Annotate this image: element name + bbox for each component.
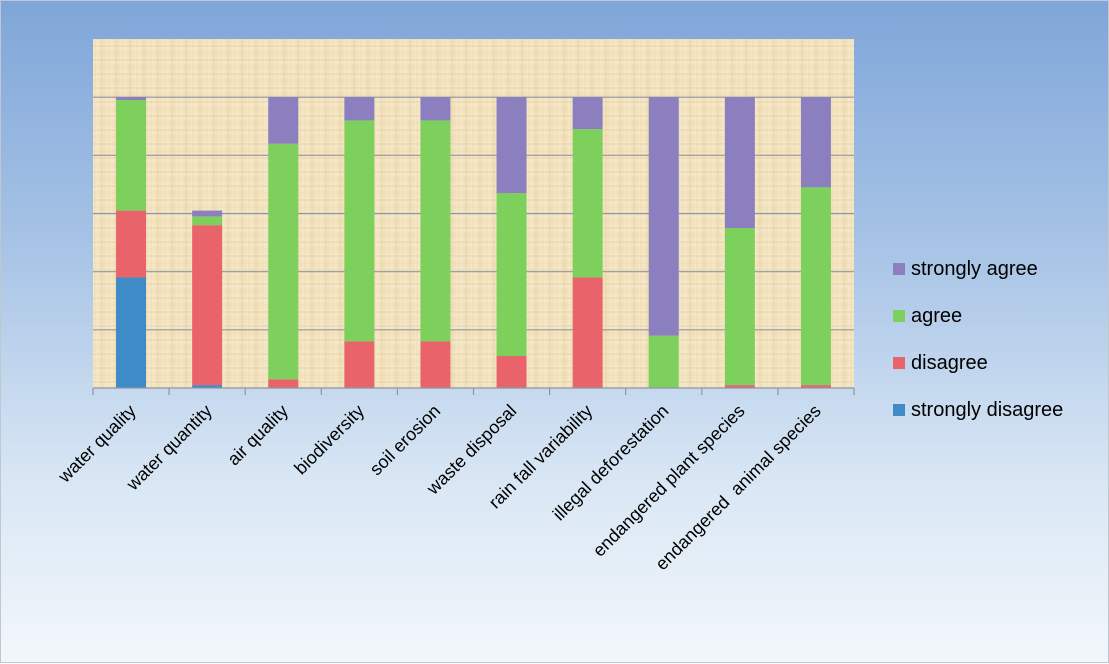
x-tick-label: endangered animal species	[651, 401, 824, 574]
x-tick-label: water quality	[54, 401, 140, 487]
bar-strongly-agree-endangered-plant-species	[724, 97, 755, 229]
bar-agree-illegal-deforestation	[648, 335, 679, 388]
bar-disagree-waste-disposal	[496, 356, 527, 388]
bar-agree-biodiversity	[344, 120, 375, 342]
legend-swatch-strongly-agree	[893, 263, 905, 275]
bar-strongly-agree-waste-disposal	[496, 97, 527, 194]
bar-strongly-agree-rain-fall-variability	[572, 97, 603, 130]
bar-strongly-agree-water-quantity	[192, 210, 223, 217]
x-tick-label: air quality	[223, 401, 292, 470]
bar-disagree-soil-erosion	[420, 341, 451, 388]
bar-agree-endangered-animal-species	[800, 187, 831, 386]
legend-label-strongly-disagree: strongly disagree	[911, 399, 1064, 421]
bar-disagree-biodiversity	[344, 341, 375, 388]
bar-agree-rain-fall-variability	[572, 129, 603, 278]
legend-swatch-strongly-disagree	[893, 404, 905, 416]
bar-agree-waste-disposal	[496, 193, 527, 357]
bar-disagree-air-quality	[268, 379, 299, 388]
bar-strongly-agree-biodiversity	[344, 97, 375, 121]
bar-agree-air-quality	[268, 143, 299, 380]
bar-disagree-water-quality	[116, 210, 147, 278]
legend-label-disagree: disagree	[911, 352, 988, 374]
bar-disagree-endangered-animal-species	[800, 385, 831, 388]
bar-strongly-agree-endangered-animal-species	[800, 97, 831, 188]
legend-swatch-agree	[893, 310, 905, 322]
bar-disagree-rain-fall-variability	[572, 277, 603, 388]
bar-agree-endangered-plant-species	[724, 228, 755, 386]
x-tick-label: biodiversity	[290, 401, 368, 479]
x-tick-label: endangered plant species	[589, 401, 749, 561]
legend-label-agree: agree	[911, 305, 963, 327]
bar-strongly-agree-soil-erosion	[420, 97, 451, 121]
bar-strongly-disagree-water-quality	[116, 277, 147, 388]
legend-swatch-disagree	[893, 357, 905, 369]
bar-agree-soil-erosion	[420, 120, 451, 342]
bar-disagree-water-quantity	[192, 225, 223, 386]
bar-agree-water-quantity	[192, 216, 223, 226]
bar-agree-water-quality	[116, 100, 147, 211]
bar-strongly-agree-air-quality	[268, 97, 299, 144]
bar-strongly-agree-illegal-deforestation	[648, 97, 679, 336]
bar-disagree-endangered-plant-species	[724, 385, 755, 388]
x-tick-label: soil erosion	[366, 401, 445, 480]
bar-strongly-agree-water-quality	[116, 97, 147, 101]
bar-strongly-disagree-water-quantity	[192, 385, 223, 388]
legend-label-strongly-agree: strongly agree	[911, 258, 1038, 280]
